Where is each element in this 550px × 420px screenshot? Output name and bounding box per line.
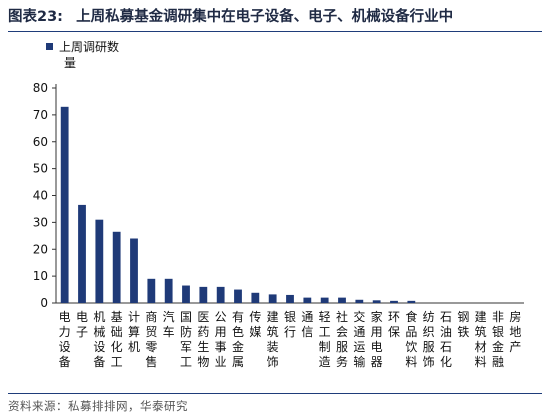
x-tick-label: 家用电器: [371, 309, 383, 369]
bar: [286, 294, 294, 303]
bar: [216, 286, 225, 303]
bar: [234, 289, 242, 303]
x-tick-label: 机械设备: [93, 310, 105, 369]
bar: [303, 297, 312, 303]
x-tick-label: 电力设备: [59, 310, 71, 369]
x-tick-label: 计算机: [128, 310, 140, 354]
x-tick-label: 石油石化: [440, 310, 452, 369]
bar: [320, 297, 329, 303]
bar: [112, 231, 121, 303]
figure-number: 图表23:: [8, 9, 63, 25]
y-tick-label: 20: [33, 242, 48, 256]
y-tick-label: 0: [40, 296, 48, 310]
bar: [182, 285, 190, 303]
x-tick-label: 医药生物: [197, 310, 209, 369]
legend-swatch: [46, 43, 53, 50]
x-tick-label: 公用事业: [215, 310, 227, 369]
bar: [78, 204, 86, 303]
x-tick-label: 传媒: [249, 309, 261, 339]
bar: [147, 278, 156, 303]
x-tick-label: 房地产: [509, 309, 521, 354]
bar: [355, 299, 364, 303]
x-tick-label: 非银金融: [492, 310, 504, 369]
y-tick-label: 80: [33, 81, 48, 95]
x-tick-label: 轻工制造: [319, 310, 331, 369]
x-tick-label: 钢铁: [457, 310, 469, 339]
figure-title: 图表23: 上周私募基金调研集中在电子设备、电子、机械设备行业中: [8, 5, 542, 32]
x-tick-label: 社会服务: [336, 309, 348, 369]
x-tick-label: 商贸零售: [145, 309, 157, 369]
chart-legend: 上周调研数: [46, 38, 119, 55]
x-tick-label: 基础化工: [111, 310, 123, 369]
bar: [338, 297, 346, 303]
y-tick-label: 10: [33, 269, 48, 283]
x-tick-label: 有色金属: [232, 310, 244, 369]
x-tick-label: 食品饮料: [405, 309, 417, 369]
y-tick-label: 70: [33, 108, 48, 122]
bar: [268, 294, 277, 303]
x-tick-label: 建筑材料: [475, 310, 487, 369]
bar: [95, 219, 104, 303]
bar: [251, 292, 260, 303]
bar: [130, 238, 138, 303]
bar: [372, 300, 381, 303]
y-tick-label: 40: [33, 189, 48, 203]
x-tick-label: 电子: [76, 310, 88, 339]
x-tick-label: 国防军工: [180, 310, 192, 369]
legend-label: 上周调研数: [59, 40, 120, 54]
x-tick-label: 纺织服饰: [423, 310, 435, 369]
x-tick-label: 环保: [388, 310, 400, 339]
bar: [60, 106, 69, 303]
x-tick-label: 交通运输: [353, 309, 365, 369]
bar: [164, 278, 173, 303]
bar: [390, 300, 398, 303]
x-tick-label: 通信: [301, 310, 313, 339]
y-tick-label: 60: [33, 135, 48, 149]
x-tick-label: 建筑装饰: [267, 310, 279, 369]
x-tick-label: 汽车: [163, 309, 175, 339]
bar: [199, 286, 208, 303]
legend-label-wrap: 量: [64, 56, 77, 70]
y-tick-label: 50: [33, 162, 48, 176]
figure-title-text: 上周私募基金调研集中在电子设备、电子、机械设备行业中: [76, 9, 454, 25]
source-note: 资料来源：私募排排网，华泰研究: [8, 393, 542, 414]
bar: [407, 300, 416, 303]
y-tick-label: 30: [33, 215, 48, 229]
x-tick-label: 银行: [284, 310, 296, 339]
